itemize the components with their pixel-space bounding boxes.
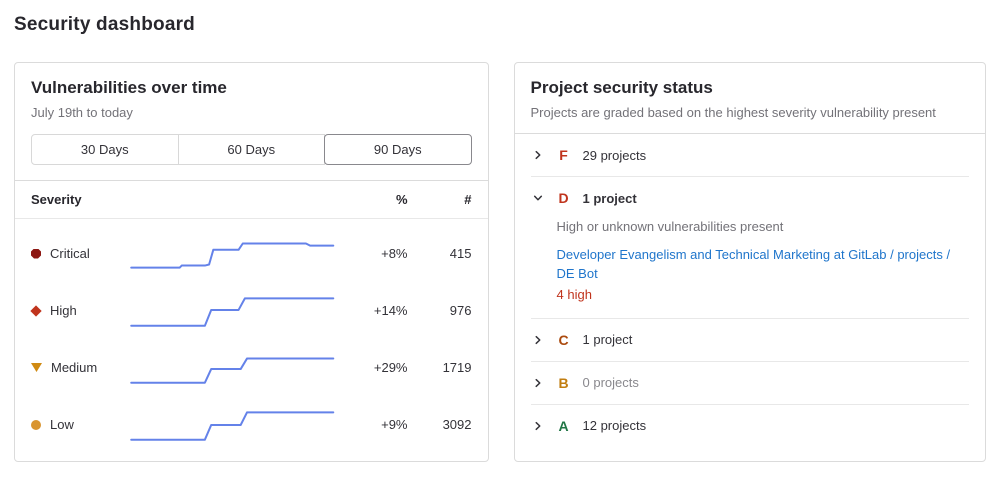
grade-letter-b: B <box>558 374 569 391</box>
vulnerability-count-value: 1719 <box>442 360 472 375</box>
chevron-right-icon <box>531 419 545 433</box>
grade-d-toggle[interactable]: D 1 project <box>531 177 970 219</box>
high-severity-icon <box>30 304 42 317</box>
grade-letter-f: F <box>559 147 568 163</box>
severity-label: Critical <box>50 246 90 261</box>
vulnerability-count-value: 976 <box>449 303 472 318</box>
vulnerability-count-value: 415 <box>449 246 472 261</box>
grade-f-toggle[interactable]: F 29 projects <box>531 134 970 176</box>
range-button-60-days[interactable]: 60 Days <box>177 134 325 165</box>
grade-list: F 29 projects D 1 project High or unknow… <box>515 134 986 447</box>
status-panel-title: Project security status <box>530 78 713 97</box>
vuln-panel-header: Vulnerabilities over time July 19th to t… <box>15 63 488 165</box>
severity-rows: Critical +8% 415 High +14% 976 <box>15 219 488 461</box>
project-link[interactable]: Developer Evangelism and Technical Marke… <box>556 247 951 281</box>
status-panel-header: Project security status Projects are gra… <box>515 63 986 133</box>
grade-row-a: A 12 projects <box>531 405 970 447</box>
severity-table-header: Severity % # <box>15 181 488 219</box>
severity-name-cell: Low <box>31 417 127 432</box>
chevron-right-icon <box>531 148 545 162</box>
grade-letter-d: D <box>558 190 569 206</box>
vuln-date-range: July 19th to today <box>31 105 133 120</box>
vulnerabilities-over-time-panel: Vulnerabilities over time July 19th to t… <box>14 62 489 462</box>
severity-column-header: Severity <box>31 192 82 207</box>
status-panel-subtitle: Projects are graded based on the highest… <box>530 105 936 120</box>
medium-severity-icon <box>31 363 42 372</box>
grade-row-b: B 0 projects <box>530 362 970 405</box>
percent-change-value: +29% <box>373 360 408 375</box>
grade-row-f: F 29 projects <box>530 134 970 177</box>
divider <box>514 133 985 134</box>
severity-label: Medium <box>51 360 98 375</box>
chevron-right-icon <box>531 333 545 347</box>
grade-row-d: D 1 project High or unknown vulnerabilit… <box>530 177 970 319</box>
range-button-30-days[interactable]: 30 Days <box>31 134 179 165</box>
table-row-low: Low +9% 3092 <box>31 396 472 453</box>
grade-d-expanded-body: High or unknown vulnerabilities present … <box>531 219 970 318</box>
critical-severity-icon <box>31 248 41 259</box>
grade-letter-a: A <box>558 417 569 434</box>
grade-project-count: 29 projects <box>582 147 647 163</box>
chevron-right-icon <box>531 376 545 390</box>
critical-sparkline-chart <box>127 233 338 275</box>
page-title: Security dashboard <box>14 14 195 35</box>
vuln-panel-title: Vulnerabilities over time <box>31 78 227 97</box>
percent-column-header: % <box>395 192 408 207</box>
low-severity-icon <box>31 419 41 430</box>
grade-row-c: C 1 project <box>530 319 970 362</box>
severity-name-cell: Medium <box>31 360 127 375</box>
range-button-90-days[interactable]: 90 Days <box>324 134 472 165</box>
dashboard-panels: Vulnerabilities over time July 19th to t… <box>14 62 986 462</box>
severity-label: High <box>50 303 77 318</box>
count-column-header: # <box>464 192 472 207</box>
severity-label: Low <box>50 417 74 432</box>
percent-change-value: +8% <box>381 246 408 261</box>
grade-project-count: 1 project <box>582 190 637 206</box>
divider <box>15 180 488 181</box>
grade-b-toggle[interactable]: B 0 projects <box>531 362 970 404</box>
percent-change-value: +14% <box>373 303 408 318</box>
severity-name-cell: High <box>30 303 127 318</box>
grade-description: High or unknown vulnerabilities present <box>556 219 784 234</box>
grade-c-toggle[interactable]: C 1 project <box>531 319 970 361</box>
vulnerability-count-value: 3092 <box>442 417 472 432</box>
percent-change-value: +9% <box>381 417 408 432</box>
medium-sparkline-chart <box>127 347 338 389</box>
table-row-medium: Medium +29% 1719 <box>31 339 472 396</box>
chevron-down-icon <box>531 191 545 205</box>
day-range-button-group: 30 Days 60 Days 90 Days <box>31 134 472 165</box>
table-row-critical: Critical +8% 415 <box>31 225 472 282</box>
grade-project-count: 12 projects <box>582 418 647 434</box>
grade-project-count: 0 projects <box>582 375 639 391</box>
severity-name-cell: Critical <box>31 246 127 261</box>
low-sparkline-chart <box>127 404 338 446</box>
grade-a-toggle[interactable]: A 12 projects <box>531 405 970 447</box>
project-security-status-panel: Project security status Projects are gra… <box>513 62 986 462</box>
high-sparkline-chart <box>127 290 338 332</box>
grade-project-count: 1 project <box>582 332 633 348</box>
project-finding-count: 4 high <box>556 286 592 302</box>
table-row-high: High +14% 976 <box>30 282 472 339</box>
grade-letter-c: C <box>558 331 569 348</box>
